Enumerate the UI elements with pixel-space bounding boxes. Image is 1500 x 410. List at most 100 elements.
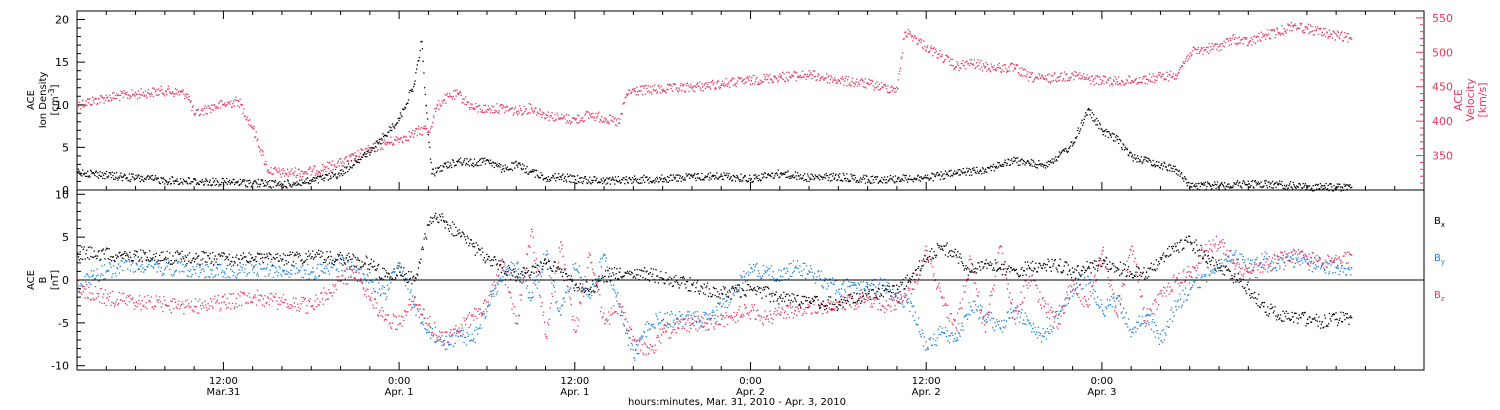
- density-sample: [1005, 162, 1007, 164]
- velocity-sample: [753, 74, 755, 77]
- density-sample: [1274, 182, 1276, 184]
- by-sample: [671, 313, 673, 315]
- velocity-sample: [126, 91, 128, 94]
- velocity-sample: [1170, 76, 1173, 79]
- by-sample: [389, 278, 391, 280]
- by-sample: [544, 263, 547, 265]
- velocity-sample: [530, 103, 532, 106]
- density-sample: [759, 178, 761, 180]
- by-sample: [841, 283, 843, 286]
- density-sample: [931, 172, 933, 174]
- velocity-sample: [455, 95, 457, 97]
- velocity-sample: [1115, 83, 1117, 85]
- density-sample: [1304, 183, 1307, 185]
- density-sample: [962, 167, 964, 170]
- density-sample: [392, 125, 394, 127]
- density-sample: [237, 180, 239, 182]
- velocity-sample: [969, 58, 971, 61]
- by-sample: [852, 282, 854, 284]
- by-sample: [175, 269, 178, 272]
- velocity-sample: [974, 67, 976, 70]
- velocity-sample: [133, 93, 135, 96]
- density-sample: [793, 177, 795, 179]
- velocity-sample: [945, 54, 947, 57]
- density-sample: [817, 177, 819, 179]
- density-sample: [1021, 158, 1023, 160]
- by-sample: [268, 273, 270, 275]
- velocity-sample: [251, 126, 253, 128]
- velocity-sample: [1344, 36, 1347, 38]
- density-sample: [709, 172, 712, 174]
- density-sample: [997, 161, 999, 164]
- by-sample: [789, 275, 791, 277]
- density-sample: [1300, 189, 1302, 191]
- density-sample: [93, 173, 95, 175]
- density-sample: [872, 179, 874, 181]
- velocity-sample: [573, 117, 575, 120]
- by-sample: [385, 298, 387, 301]
- velocity-sample: [464, 103, 466, 105]
- density-sample: [788, 175, 790, 178]
- density-sample: [499, 166, 501, 168]
- density-sample: [397, 117, 399, 120]
- velocity-sample: [584, 114, 586, 116]
- by-sample: [490, 293, 492, 296]
- density-sample: [946, 172, 948, 174]
- velocity-sample: [169, 92, 172, 94]
- density-sample: [656, 176, 658, 179]
- velocity-sample: [517, 110, 520, 112]
- velocity-sample: [96, 102, 99, 105]
- density-sample: [565, 179, 567, 181]
- density-sample: [949, 170, 951, 172]
- velocity-sample: [652, 88, 654, 91]
- density-sample: [366, 150, 369, 153]
- velocity-sample: [583, 120, 585, 122]
- velocity-sample: [546, 114, 549, 117]
- velocity-sample: [1143, 75, 1145, 78]
- by-sample: [983, 320, 986, 322]
- density-sample: [190, 183, 192, 185]
- density-sample: [97, 177, 100, 179]
- by-sample: [647, 329, 649, 332]
- by-sample: [774, 280, 776, 282]
- velocity-sample: [770, 78, 772, 80]
- by-sample: [969, 314, 971, 316]
- velocity-sample: [116, 93, 118, 95]
- by-sample: [699, 319, 701, 321]
- velocity-sample: [1126, 80, 1129, 82]
- density-sample: [1325, 182, 1327, 185]
- density-point: [457, 160, 460, 162]
- density-sample: [947, 175, 949, 177]
- by-sample: [148, 261, 151, 263]
- by-sample: [98, 280, 100, 282]
- density-sample: [127, 179, 129, 182]
- by-sample: [642, 335, 644, 337]
- velocity-sample: [1139, 77, 1141, 79]
- velocity-sample: [800, 77, 802, 79]
- density-sample: [319, 176, 321, 178]
- by-sample: [240, 266, 242, 268]
- time-tick-label: 12:00: [209, 376, 238, 387]
- density-sample: [239, 178, 242, 181]
- density-sample: [956, 172, 959, 174]
- velocity-sample: [1085, 76, 1088, 79]
- density-sample: [977, 172, 979, 174]
- density-sample: [678, 174, 680, 176]
- density-sample: [173, 182, 175, 185]
- velocity-sample: [389, 141, 391, 144]
- by-sample: [506, 266, 508, 268]
- density-sample: [1198, 182, 1200, 185]
- velocity-sample: [299, 173, 301, 175]
- density-sample: [334, 173, 337, 175]
- velocity-sample: [1109, 85, 1111, 87]
- velocity-sample: [1295, 28, 1298, 31]
- by-sample: [772, 271, 774, 273]
- density-sample: [113, 178, 115, 180]
- density-sample: [656, 178, 659, 180]
- density-sample: [613, 179, 615, 181]
- density-sample: [376, 140, 378, 142]
- by-sample: [977, 305, 979, 308]
- density-sample: [840, 179, 842, 181]
- density-sample: [1009, 164, 1011, 166]
- density-sample: [1245, 184, 1247, 186]
